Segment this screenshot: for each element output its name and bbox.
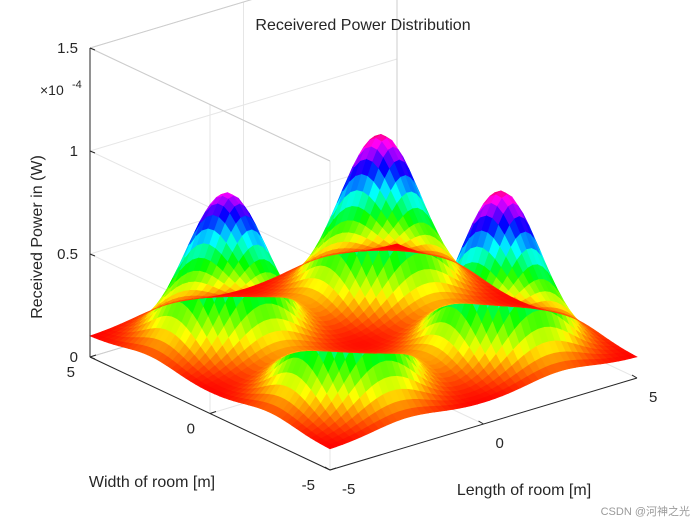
y-axis-label: Width of room [m]	[89, 474, 215, 491]
z-tick-label: 1.5	[57, 40, 78, 57]
chart-title: Receivered Power Distribution	[255, 17, 470, 34]
watermark: CSDN @河神之光	[601, 504, 690, 518]
x-tick	[324, 466, 331, 471]
tick-labels: 00.511.5-505-505	[57, 40, 657, 498]
y-tick-label: -5	[302, 477, 315, 494]
box-edge	[89, 0, 252, 49]
z-axis-label: Received Power in (W)	[29, 155, 46, 319]
z-tick-label: 0.5	[57, 246, 78, 263]
z-tick	[89, 356, 96, 360]
x-axis-label: Length of room [m]	[457, 482, 591, 499]
x-tick-label: -5	[342, 481, 355, 498]
z-tick	[89, 253, 96, 257]
power-surface	[89, 134, 638, 450]
x-tick-label: 0	[496, 435, 504, 452]
exponent-multiplier: ×10	[40, 82, 64, 98]
surface-patch	[625, 353, 638, 359]
z-tick	[89, 47, 96, 51]
z-tick-label: 1	[70, 143, 78, 160]
z-tick-label: 0	[70, 349, 78, 366]
y-tick	[89, 354, 97, 358]
z-tick	[89, 150, 96, 154]
y-tick	[329, 467, 337, 471]
y-tick	[209, 411, 217, 414]
x-tick-label: 5	[649, 389, 657, 406]
box-edge	[89, 47, 331, 162]
y-tick-label: 5	[67, 364, 75, 381]
grid-line	[89, 58, 398, 152]
y-tick-label: 0	[187, 421, 195, 438]
x-tick	[478, 420, 484, 425]
exponent-power: -4	[72, 79, 82, 91]
front-axes	[89, 47, 638, 471]
x-tick	[631, 374, 638, 379]
